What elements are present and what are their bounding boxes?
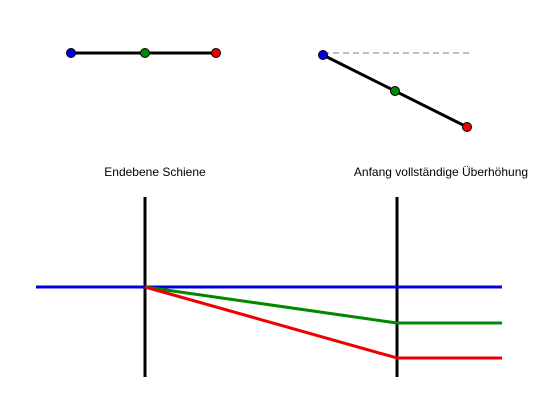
cross-section-flat: [66, 48, 221, 58]
label-flat-rail: Endebene Schiene: [104, 165, 206, 179]
ramp-profile: [36, 197, 502, 377]
flat-outer-rail-point: [211, 48, 221, 58]
outer-rail-profile: [144, 285, 502, 360]
tilted-outer-rail-point: [462, 122, 472, 132]
cross-section-superelevated: [318, 50, 472, 132]
flat-axis-point: [140, 48, 150, 58]
flat-inner-rail-point: [66, 48, 76, 58]
axis-profile: [144, 285, 502, 325]
tilted-inner-rail-point: [318, 50, 328, 60]
label-full-superelevation: Anfang vollständige Überhöhung: [354, 165, 528, 179]
tilted-axis-point: [390, 86, 400, 96]
